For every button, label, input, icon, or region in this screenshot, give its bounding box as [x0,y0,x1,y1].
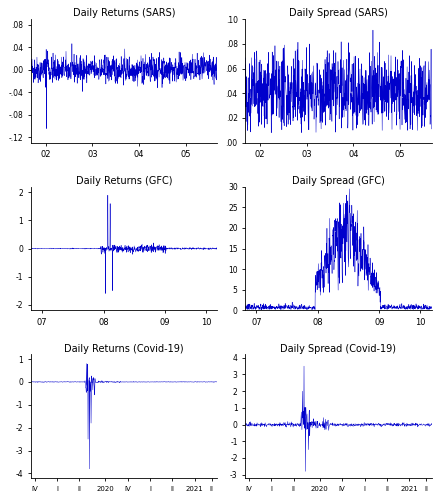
Title: Daily Spread (Covid-19): Daily Spread (Covid-19) [280,344,396,353]
Title: Daily Spread (GFC): Daily Spread (GFC) [292,176,385,186]
Title: Daily Returns (Covid-19): Daily Returns (Covid-19) [64,344,184,353]
Title: Daily Returns (SARS): Daily Returns (SARS) [73,8,175,18]
Title: Daily Spread (SARS): Daily Spread (SARS) [289,8,388,18]
Title: Daily Returns (GFC): Daily Returns (GFC) [76,176,172,186]
